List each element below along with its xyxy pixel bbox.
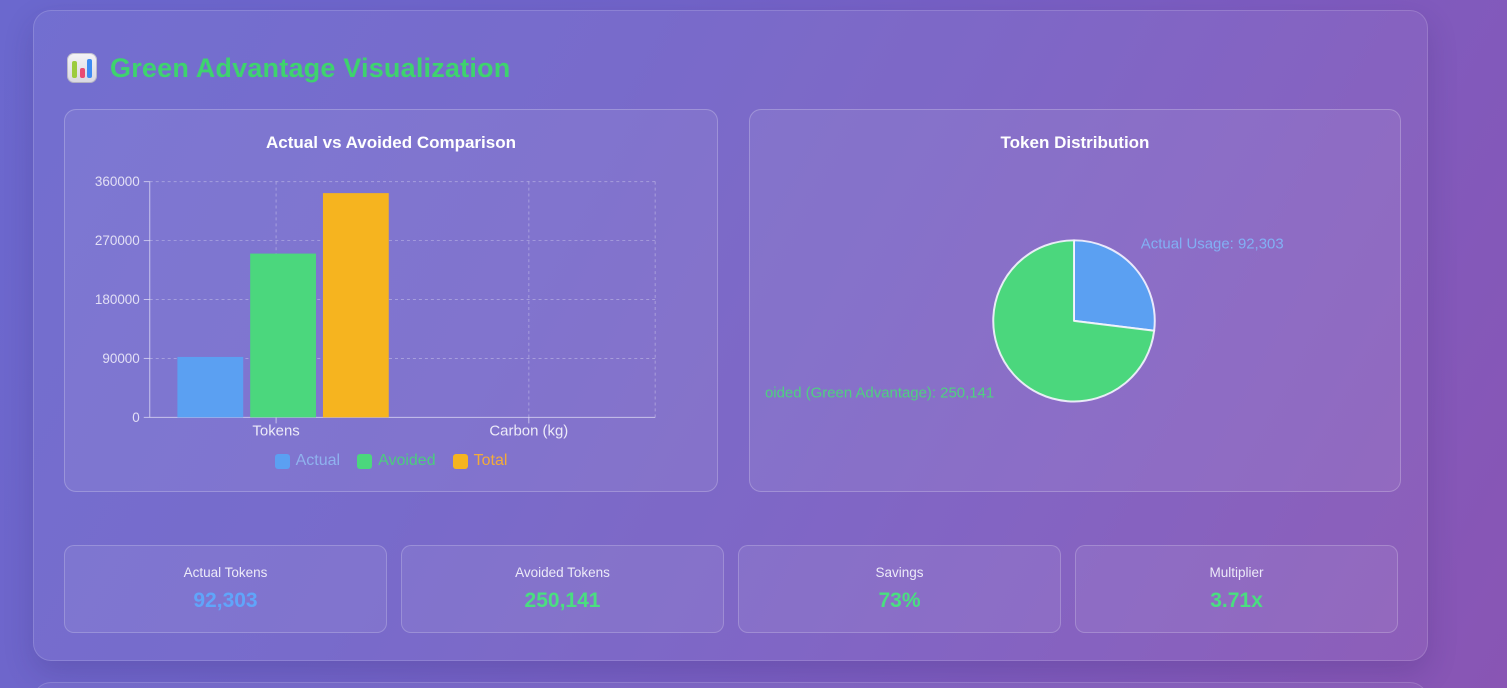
stat-value: 250,141 [524,589,601,612]
stat-label: Actual Tokens [183,565,268,580]
next-section-card [33,682,1428,688]
icon-blue-bar [87,59,92,78]
legend-label: Actual [295,452,341,469]
stat-card-savings: Savings 73% [738,545,1061,633]
svg-text:Actual Usage: 92,303: Actual Usage: 92,303 [1141,235,1284,252]
stat-label: Savings [875,565,924,580]
stat-value: 3.71x [1210,589,1263,612]
stat-label: Avoided Tokens [515,565,610,580]
svg-text:0: 0 [132,410,139,425]
stat-value: 92,303 [193,589,258,612]
legend-label: Total [473,452,508,469]
pie-chart-title: Token Distribution [1000,133,1150,152]
svg-text:270000: 270000 [95,233,140,248]
legend-item-total[interactable]: Total [452,452,508,470]
page-title: Green Advantage Visualization [110,52,511,83]
legend-item-avoided[interactable]: Avoided [357,452,436,470]
icon-pink-bar [79,68,85,78]
svg-text:Carbon (kg): Carbon (kg) [489,422,568,439]
bar-chart[interactable]: Tokens Carbon (kg) 0 90000 180000 270000 36000… [65,110,717,491]
svg-text:90000: 90000 [102,351,139,366]
bar-chart-icon [67,53,97,83]
legend-swatch [357,453,373,469]
svg-text:Tokens: Tokens [252,422,299,439]
charts-row: Actual vs Avoided Comparison Tokens Carbo… [64,109,1401,492]
stat-card-actual-tokens: Actual Tokens 92,303 [64,545,387,633]
legend-swatch [274,453,290,469]
svg-text:oided (Green Advantage): 250,1: oided (Green Advantage): 250,141 [765,385,994,402]
stats-row: Actual Tokens 92,303 Avoided Tokens 250,… [64,545,1398,633]
legend-swatch [452,453,468,469]
icon-green-bar [72,61,77,78]
legend-item-actual[interactable]: Actual [274,452,341,470]
bar-chart-panel: Actual vs Avoided Comparison Tokens Carbo… [64,109,718,492]
bar-chart-title: Actual vs Avoided Comparison [265,133,516,152]
card-header: Green Advantage Visualization [67,53,1427,83]
dashboard-card: Green Advantage Visualization Actual vs … [33,10,1428,661]
stat-label: Multiplier [1209,565,1264,580]
pie-chart[interactable]: Actual Usage: 92,303 oided (Green Advanta… [750,110,1400,491]
stat-card-multiplier: Multiplier 3.71x [1075,545,1398,633]
pie-chart-panel: Token Distribution Actual Usage: 92,303 o… [749,109,1401,492]
svg-text:360000: 360000 [95,174,140,189]
legend-label: Avoided [378,452,436,469]
stat-card-avoided-tokens: Avoided Tokens 250,141 [401,545,724,633]
bar-chart-legend: Actual Avoided Total [65,452,717,470]
stat-value: 73% [878,589,921,612]
svg-text:180000: 180000 [95,292,140,307]
